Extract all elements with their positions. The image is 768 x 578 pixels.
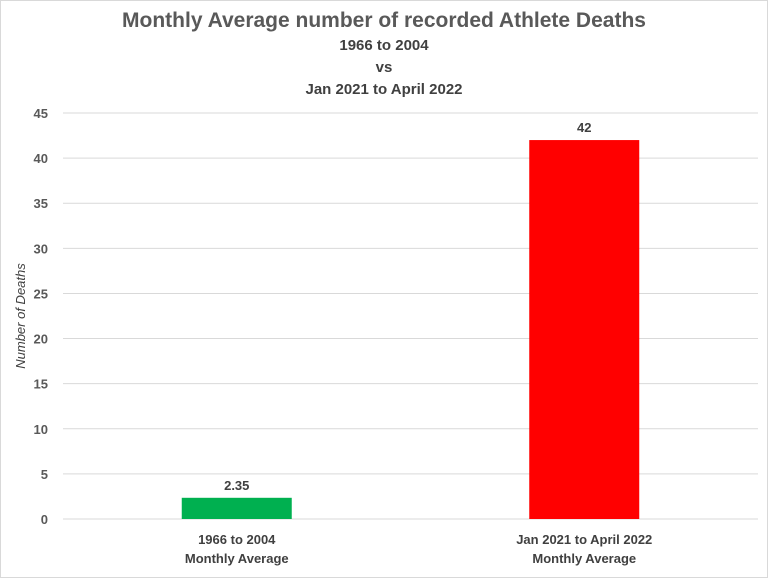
- y-tick-label: 40: [34, 151, 48, 166]
- y-axis-ticks: 0 5 10 15 20 25 30 35 40 45: [34, 106, 48, 527]
- chart-title: Monthly Average number of recorded Athle…: [122, 9, 646, 32]
- y-tick-label: 35: [34, 196, 48, 211]
- chart-subtitle-line-3: Jan 2021 to April 2022: [305, 81, 463, 98]
- y-tick-label: 30: [34, 241, 48, 256]
- y-axis-label: Number of Deaths: [13, 263, 28, 369]
- y-tick-label: 25: [34, 286, 48, 301]
- chart-subtitle-line-2: vs: [375, 59, 393, 76]
- x-tick-label: Monthly Average: [185, 551, 289, 566]
- x-tick-label: 1966 to 2004: [198, 532, 276, 547]
- data-labels: 2.35 42: [224, 120, 591, 493]
- gridlines: [63, 112, 758, 520]
- y-tick-label: 20: [34, 332, 48, 347]
- bars: [181, 140, 640, 520]
- data-label: 2.35: [224, 478, 249, 493]
- x-tick-label: Jan 2021 to April 2022: [516, 532, 652, 547]
- x-axis-ticks: 1966 to 2004 Monthly Average Jan 2021 to A…: [185, 532, 652, 566]
- bar: [529, 140, 640, 520]
- y-tick-label: 5: [41, 467, 48, 482]
- chart-subtitle-line-1: 1966 to 2004: [339, 37, 429, 54]
- y-tick-label: 0: [41, 512, 48, 527]
- data-label: 42: [577, 120, 591, 135]
- y-tick-label: 45: [34, 106, 48, 121]
- bar: [181, 497, 292, 519]
- x-tick-label: Monthly Average: [532, 551, 636, 566]
- y-tick-label: 10: [34, 422, 48, 437]
- y-tick-label: 15: [34, 377, 48, 392]
